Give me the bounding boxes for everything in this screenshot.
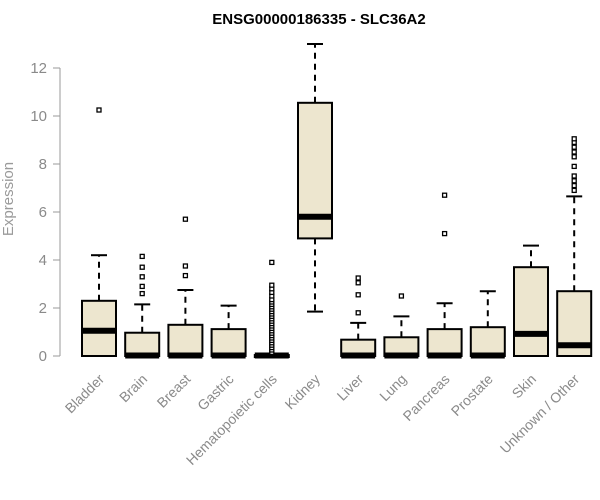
outlier-point: [355, 280, 361, 286]
box-kidney: [297, 43, 333, 313]
box-skin: [513, 244, 549, 358]
outlier-point: [269, 259, 275, 266]
outlier-point: [571, 149, 577, 155]
outlier-point: [571, 163, 577, 170]
box-prostate: [469, 290, 506, 359]
x-tick-label: Kidney: [282, 371, 324, 413]
x-tick-label: Bladder: [62, 371, 108, 417]
box-breast: [167, 216, 204, 359]
y-axis: 0 2 4 6 8 10 12: [30, 60, 61, 365]
x-tick-label: Breast: [154, 371, 194, 411]
y-tick-label: 2: [39, 300, 47, 317]
outlier-point: [182, 263, 189, 269]
box-hematopoietic-cells: [253, 259, 290, 359]
outlier-point: [355, 292, 361, 298]
outlier-point: [441, 230, 448, 237]
box-unknown-other: [556, 136, 593, 358]
box-iqr: [167, 323, 204, 357]
outlier-point: [571, 136, 577, 142]
y-tick-label: 10: [30, 108, 47, 125]
x-tick-label: Brain: [116, 371, 150, 405]
outlier-point: [96, 107, 102, 113]
x-tick-label: Lung: [376, 371, 409, 404]
box-iqr: [513, 266, 549, 358]
outlier-point: [139, 253, 145, 260]
outlier-point: [571, 182, 577, 189]
box-iqr: [469, 326, 506, 358]
outlier-point: [139, 274, 145, 280]
outlier-point: [139, 290, 145, 297]
outlier-point: [355, 310, 361, 316]
y-tick-label: 4: [39, 252, 47, 269]
box-brain: [124, 253, 161, 359]
x-tick-label: Prostate: [448, 371, 496, 419]
y-tick-label: 8: [39, 156, 47, 173]
boxes-group: [81, 43, 593, 359]
outlier-point: [571, 187, 577, 194]
outlier-point: [182, 272, 189, 279]
box-pancreas: [426, 192, 463, 359]
box-iqr: [124, 331, 161, 358]
x-tick-label: Gastric: [194, 371, 237, 414]
y-tick-label: 0: [39, 348, 47, 365]
outlier-point: [571, 144, 577, 150]
outlier-point: [571, 178, 577, 184]
y-tick-label: 6: [39, 204, 47, 221]
box-iqr: [426, 328, 463, 357]
x-tick-label: Liver: [334, 371, 367, 404]
outlier-point: [441, 192, 448, 198]
outlier-point: [139, 264, 145, 270]
outlier-point: [571, 173, 577, 179]
outlier-point: [398, 293, 405, 299]
outlier-point: [182, 216, 189, 222]
outlier-point: [139, 283, 145, 290]
outlier-point: [269, 282, 275, 288]
box-gastric: [210, 304, 247, 359]
x-tick-label: Pancreas: [400, 371, 453, 424]
box-lung: [383, 293, 420, 359]
outlier-point: [355, 275, 361, 281]
box-liver: [340, 275, 377, 359]
box-bladder: [81, 107, 117, 357]
chart-title: ENSG00000186335 - SLC36A2: [212, 11, 425, 28]
outlier-point: [571, 154, 577, 160]
box-iqr: [210, 328, 247, 357]
x-tick-label: Unknown / Other: [497, 371, 583, 457]
x-tick-label: Skin: [509, 371, 540, 402]
y-tick-label: 12: [30, 60, 47, 77]
y-axis-label: Expression: [0, 162, 17, 236]
